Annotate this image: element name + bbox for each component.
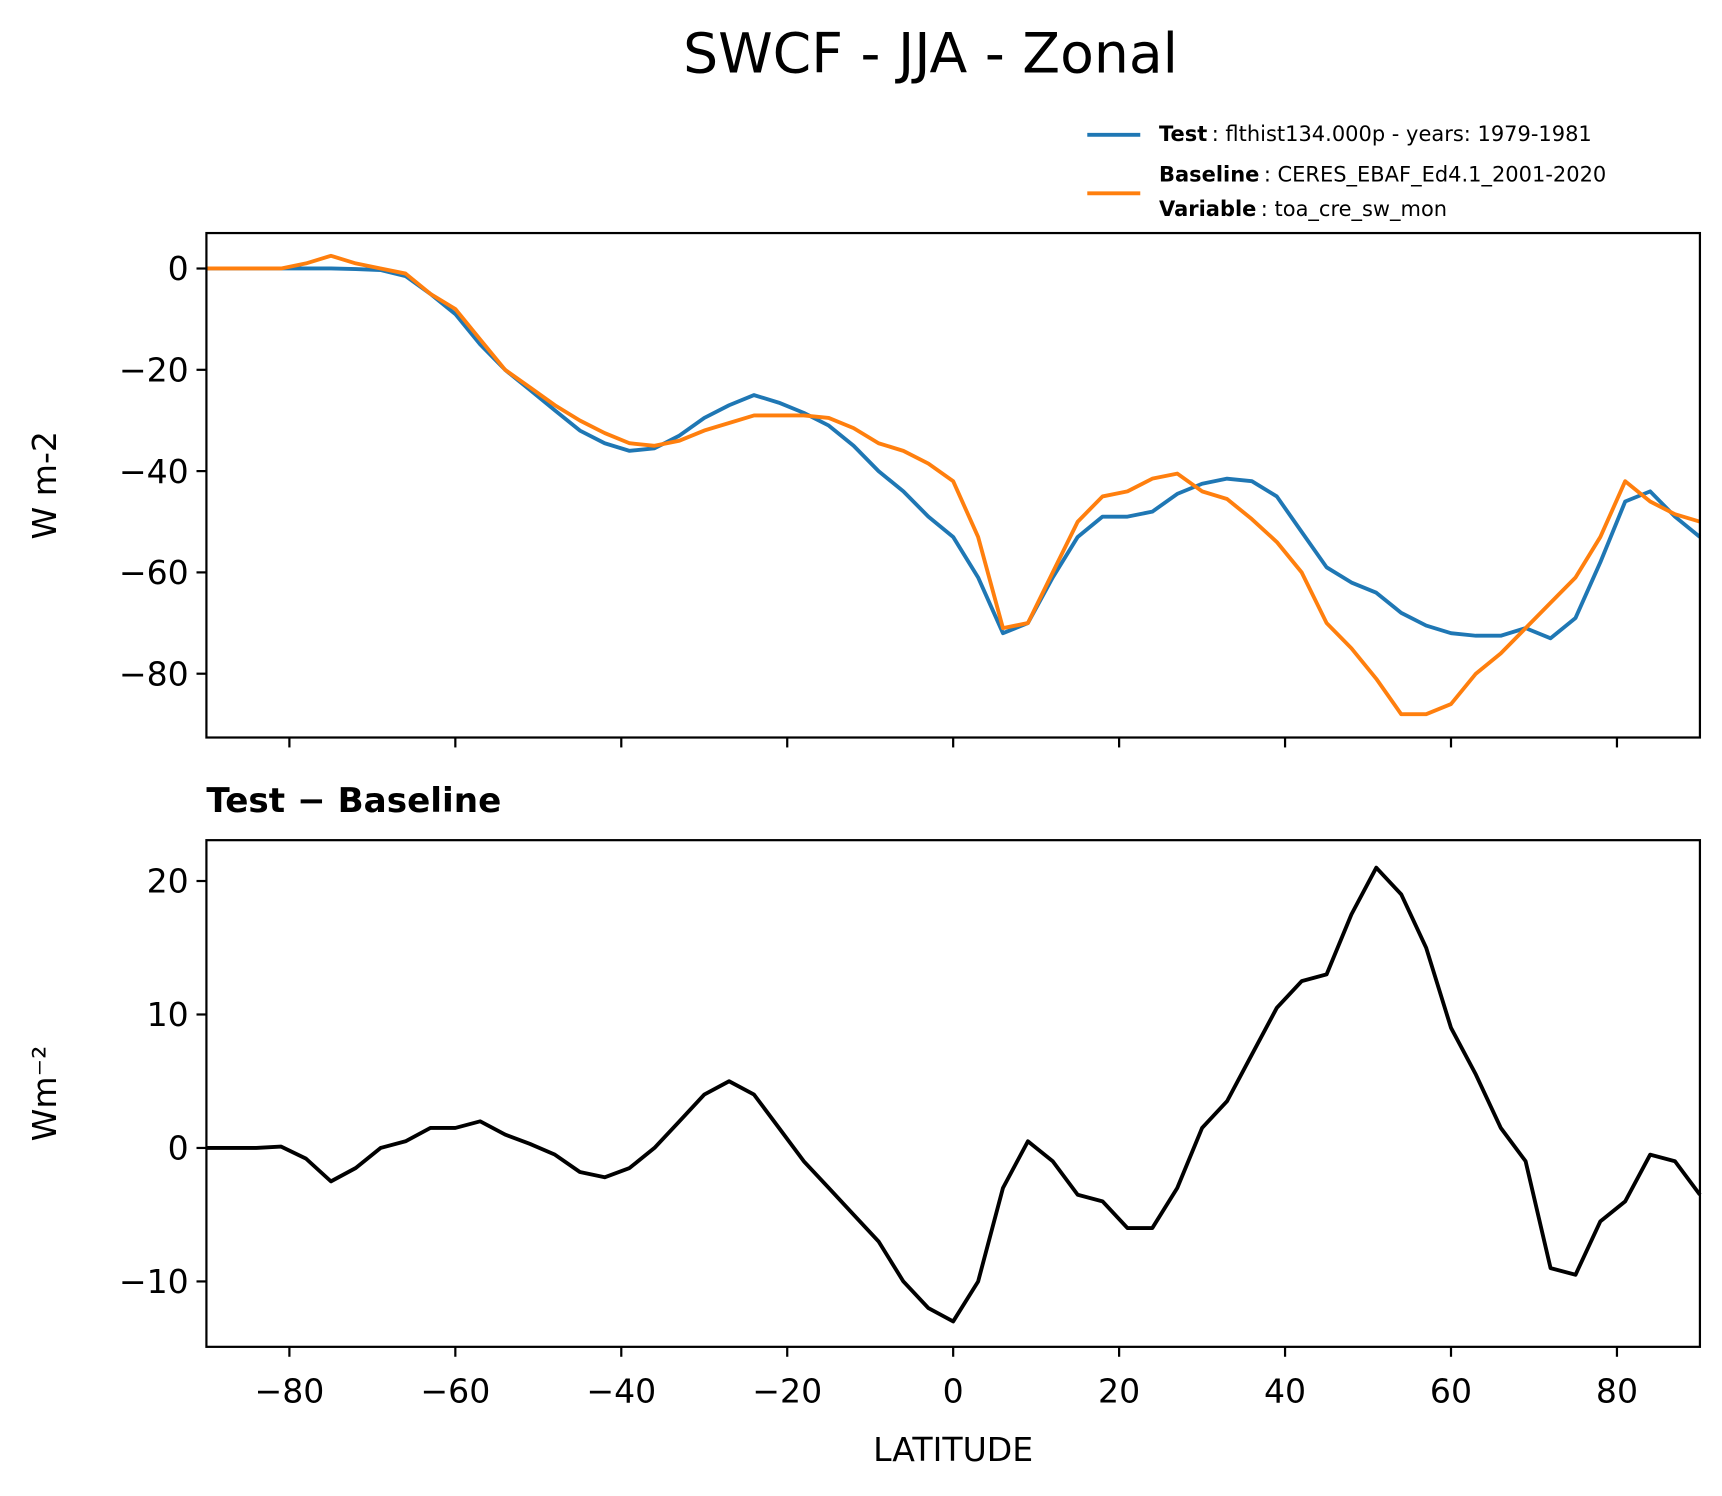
y-tick-label: −60 [119,553,189,592]
y-axis-label: Wm⁻² [25,1046,64,1142]
legend-detail: : flthist134.000p - years: 1979-1981 [1212,122,1592,146]
figure-title: SWCF - JJA - Zonal [683,23,1178,87]
legend-label: Baseline [1159,163,1259,187]
y-tick-label: 0 [168,1129,189,1168]
legend-note-detail: : toa_cre_sw_mon [1261,197,1447,222]
y-tick-label: 0 [168,249,189,288]
x-tick-label: 80 [1596,1372,1638,1411]
data-line [206,266,1702,641]
y-tick-label: 10 [147,995,189,1034]
x-tick-label: −40 [586,1372,656,1411]
y-axis-label: W m-2 [25,431,64,540]
x-tick-label: 60 [1430,1372,1472,1411]
y-tick-label: −40 [119,452,189,491]
legend-note-label: Variable [1159,197,1256,221]
data-line [206,253,1701,717]
y-tick-label: 20 [147,862,189,901]
plot-frame [205,839,1702,1348]
legend-label: Test [1159,122,1207,146]
x-tick-label: 40 [1264,1372,1306,1411]
y-tick-label: −80 [119,654,189,693]
y-tick-label: −10 [119,1262,189,1301]
panel-title: Test − Baseline [206,781,501,821]
legend-note: Variable: toa_cre_sw_mon [1159,197,1447,222]
data-line [206,865,1702,1324]
x-tick-label: −20 [752,1372,822,1411]
legend-entry: Baseline: CERES_EBAF_Ed4.1_2001-2020 [1159,163,1606,188]
x-tick-label: 20 [1098,1372,1140,1411]
x-axis-label: LATITUDE [873,1430,1033,1469]
x-tick-label: 0 [943,1372,964,1411]
plot-frame [205,231,1702,739]
x-tick-label: −60 [420,1372,490,1411]
x-tick-label: −80 [254,1372,324,1411]
y-tick-label: −20 [119,351,189,390]
legend-entry: Test: flthist134.000p - years: 1979-1981 [1159,122,1592,146]
legend-detail: : CERES_EBAF_Ed4.1_2001-2020 [1264,163,1606,188]
